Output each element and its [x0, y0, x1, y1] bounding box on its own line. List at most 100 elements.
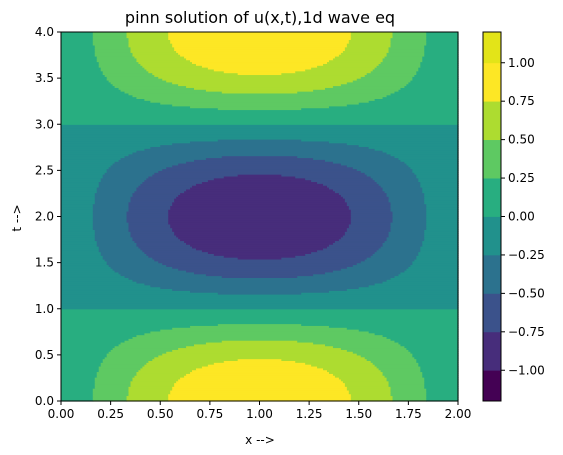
- contour-band-cell: [386, 336, 459, 339]
- contour-band-cell: [328, 244, 384, 247]
- contour-band-cell: [61, 179, 102, 183]
- contour-band-cell: [414, 74, 459, 77]
- contour-band-cell: [118, 271, 195, 275]
- contour-band-cell: [136, 244, 191, 247]
- contour-band-cell: [424, 380, 459, 384]
- contour-band-cell: [348, 205, 392, 208]
- contour-band-cell: [348, 225, 392, 229]
- contour-band-cell: [416, 358, 459, 361]
- contour-band-cell: [100, 179, 145, 183]
- contour-band-cell: [96, 375, 136, 378]
- contour-band-cell: [392, 212, 427, 216]
- y-axis: 0.0 0.5 1.0 1.5 2.0 2.5 3.0 3.5 4.0: [35, 25, 61, 408]
- contour-band-cell: [186, 57, 334, 61]
- contour-band-cell: [301, 292, 459, 295]
- contour-band-cell: [61, 382, 96, 385]
- contour-band-cell: [106, 168, 163, 171]
- contour-band-cell: [281, 257, 368, 260]
- contour-band-cell: [61, 50, 96, 53]
- contour-band-cell: [144, 67, 209, 70]
- contour-band-cell: [364, 74, 415, 77]
- contour-band-cell: [92, 209, 130, 212]
- contour-band-cell: [422, 57, 459, 61]
- contour-band-cell: [130, 382, 175, 385]
- contour-band-cell: [61, 196, 96, 199]
- contour-band-cell: [61, 164, 112, 168]
- contour-band-cell: [180, 238, 340, 242]
- contour-band-cell: [92, 43, 130, 46]
- contour-band-cell: [168, 212, 352, 216]
- contour-band-cell: [424, 52, 459, 55]
- contour-band-cell: [390, 92, 459, 96]
- contour-band-cell: [412, 170, 459, 173]
- contour-band-cell: [414, 356, 459, 360]
- contour-band-cell: [168, 209, 352, 212]
- contour-band-cell: [128, 39, 171, 42]
- contour-band-cell: [61, 329, 161, 332]
- contour-band-cell: [61, 327, 173, 330]
- contour-band-cell: [426, 214, 459, 218]
- contour-band-cell: [217, 323, 302, 326]
- contour-band-cell: [340, 236, 388, 240]
- contour-band-cell: [61, 65, 100, 68]
- contour-band-cell: [61, 223, 94, 227]
- contour-band-cell: [392, 395, 427, 398]
- contour-band-cell: [408, 349, 459, 352]
- contour-band-cell: [372, 362, 419, 365]
- contour-band-cell: [61, 140, 191, 144]
- contour-band-cell: [114, 161, 187, 164]
- contour-band-cell: [128, 203, 173, 207]
- contour-band-cell: [61, 268, 114, 271]
- contour-band-cell: [390, 225, 427, 229]
- contour-band-cell: [398, 341, 459, 345]
- contour-band-cell: [174, 198, 346, 201]
- contour-band-cell: [61, 116, 459, 120]
- contour-band-cell: [378, 183, 421, 186]
- contour-band-cell: [96, 371, 138, 374]
- contour-band-cell: [172, 81, 348, 85]
- contour-band-cell: [221, 340, 298, 343]
- contour-band-cell: [130, 46, 175, 50]
- contour-band-cell: [94, 377, 134, 380]
- contour-band-cell: [326, 369, 382, 373]
- contour-band-cell: [150, 146, 370, 149]
- contour-band-cell: [374, 282, 459, 286]
- contour-band-cell: [406, 347, 459, 350]
- contour-band-cell: [426, 205, 459, 208]
- contour-band-cell: [92, 225, 130, 229]
- contour-band-cell: [61, 68, 102, 72]
- contour-band-cell: [92, 399, 128, 402]
- contour-band-cell: [297, 275, 396, 278]
- contour-band-cell: [350, 35, 394, 39]
- contour-band-cell: [392, 210, 427, 214]
- contour-band-cell: [92, 35, 128, 39]
- contour-band-cell: [418, 251, 459, 254]
- contour-band-cell: [61, 369, 100, 373]
- contour-band-cell: [92, 393, 130, 397]
- contour-band-cell: [136, 186, 191, 190]
- colorbar-tick-label: −1.00: [508, 363, 545, 377]
- contour-band-cell: [370, 255, 417, 258]
- contour-band-cell: [344, 48, 390, 52]
- contour-band-cell: [108, 79, 167, 83]
- contour-band-cell: [92, 32, 128, 35]
- contour-band-cell: [61, 168, 108, 171]
- contour-band-cell: [61, 92, 130, 96]
- contour-band-cell: [338, 54, 388, 57]
- contour-band-cell: [168, 395, 352, 398]
- contour-band-cell: [128, 222, 169, 225]
- contour-band-cell: [213, 177, 306, 181]
- contour-band-cell: [61, 286, 161, 290]
- contour-band-cell: [61, 85, 116, 88]
- contour-band-cell: [370, 175, 417, 179]
- contour-band-cell: [61, 338, 130, 341]
- contour-band-cell: [146, 68, 215, 72]
- contour-band-cell: [340, 378, 388, 382]
- contour-band-cell: [350, 218, 394, 221]
- contour-band-cell: [61, 43, 94, 46]
- contour-band-cell: [376, 365, 421, 369]
- contour-band-cell: [342, 380, 390, 384]
- contour-band-cell: [128, 92, 392, 96]
- contour-band-cell: [128, 43, 173, 46]
- contour-band-cell: [146, 177, 215, 181]
